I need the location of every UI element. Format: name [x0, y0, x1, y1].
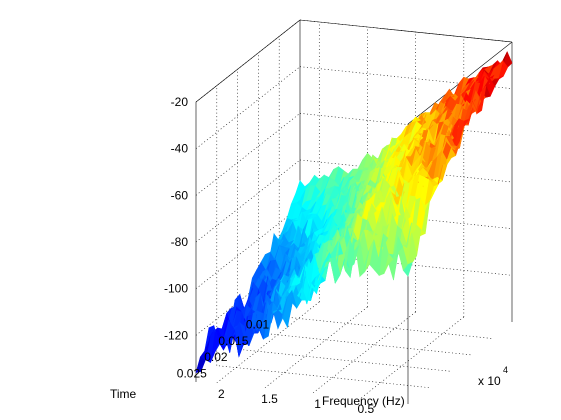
x-grid-line: [359, 316, 465, 400]
z-tick-label: -20: [171, 95, 189, 109]
x-tick-label: 1.5: [261, 392, 278, 406]
y-axis-label: Time: [110, 387, 137, 401]
surface-patch: [195, 356, 206, 374]
y-tick-label: 0.015: [218, 334, 248, 348]
z-grid-line: [195, 66, 301, 149]
y-tick-label: 0.025: [177, 367, 207, 381]
z-tick-label: -60: [171, 188, 189, 202]
y-tick-label: 0.01: [246, 317, 270, 331]
y-grid-line: [258, 332, 471, 356]
y-grid-line: [279, 316, 492, 339]
z-grid-line: [299, 159, 513, 183]
x-axis-multiplier: x 10: [478, 374, 501, 388]
z-grid-line: [299, 66, 513, 89]
x-axis-label: Frequency (Hz): [322, 394, 405, 408]
x-tick-label: 2: [218, 387, 225, 401]
z-grid-line: [299, 19, 513, 43]
y-grid-line: [216, 365, 429, 388]
axis-layer: Frequency (Hz) Time x 10 4 -20 -40 -60 -80 -…: [110, 95, 508, 416]
y-grid-line: [237, 348, 450, 372]
z-grid-line: [195, 113, 301, 196]
z-tick-label: -100: [164, 282, 188, 296]
x-axis-multiplier-exponent: 4: [503, 365, 508, 375]
z-tick-label: -80: [171, 235, 189, 249]
y-tick-label: 0.02: [204, 350, 228, 364]
z-grid-line: [299, 113, 513, 136]
x-tick-label: 0.5: [357, 402, 374, 416]
box-edge: [195, 19, 301, 103]
z-tick-label: -40: [171, 142, 189, 156]
z-tick-label: -120: [164, 328, 188, 342]
surface-layer: [195, 51, 513, 374]
x-grid-line: [311, 311, 416, 395]
x-tick-label: 1: [314, 397, 321, 411]
